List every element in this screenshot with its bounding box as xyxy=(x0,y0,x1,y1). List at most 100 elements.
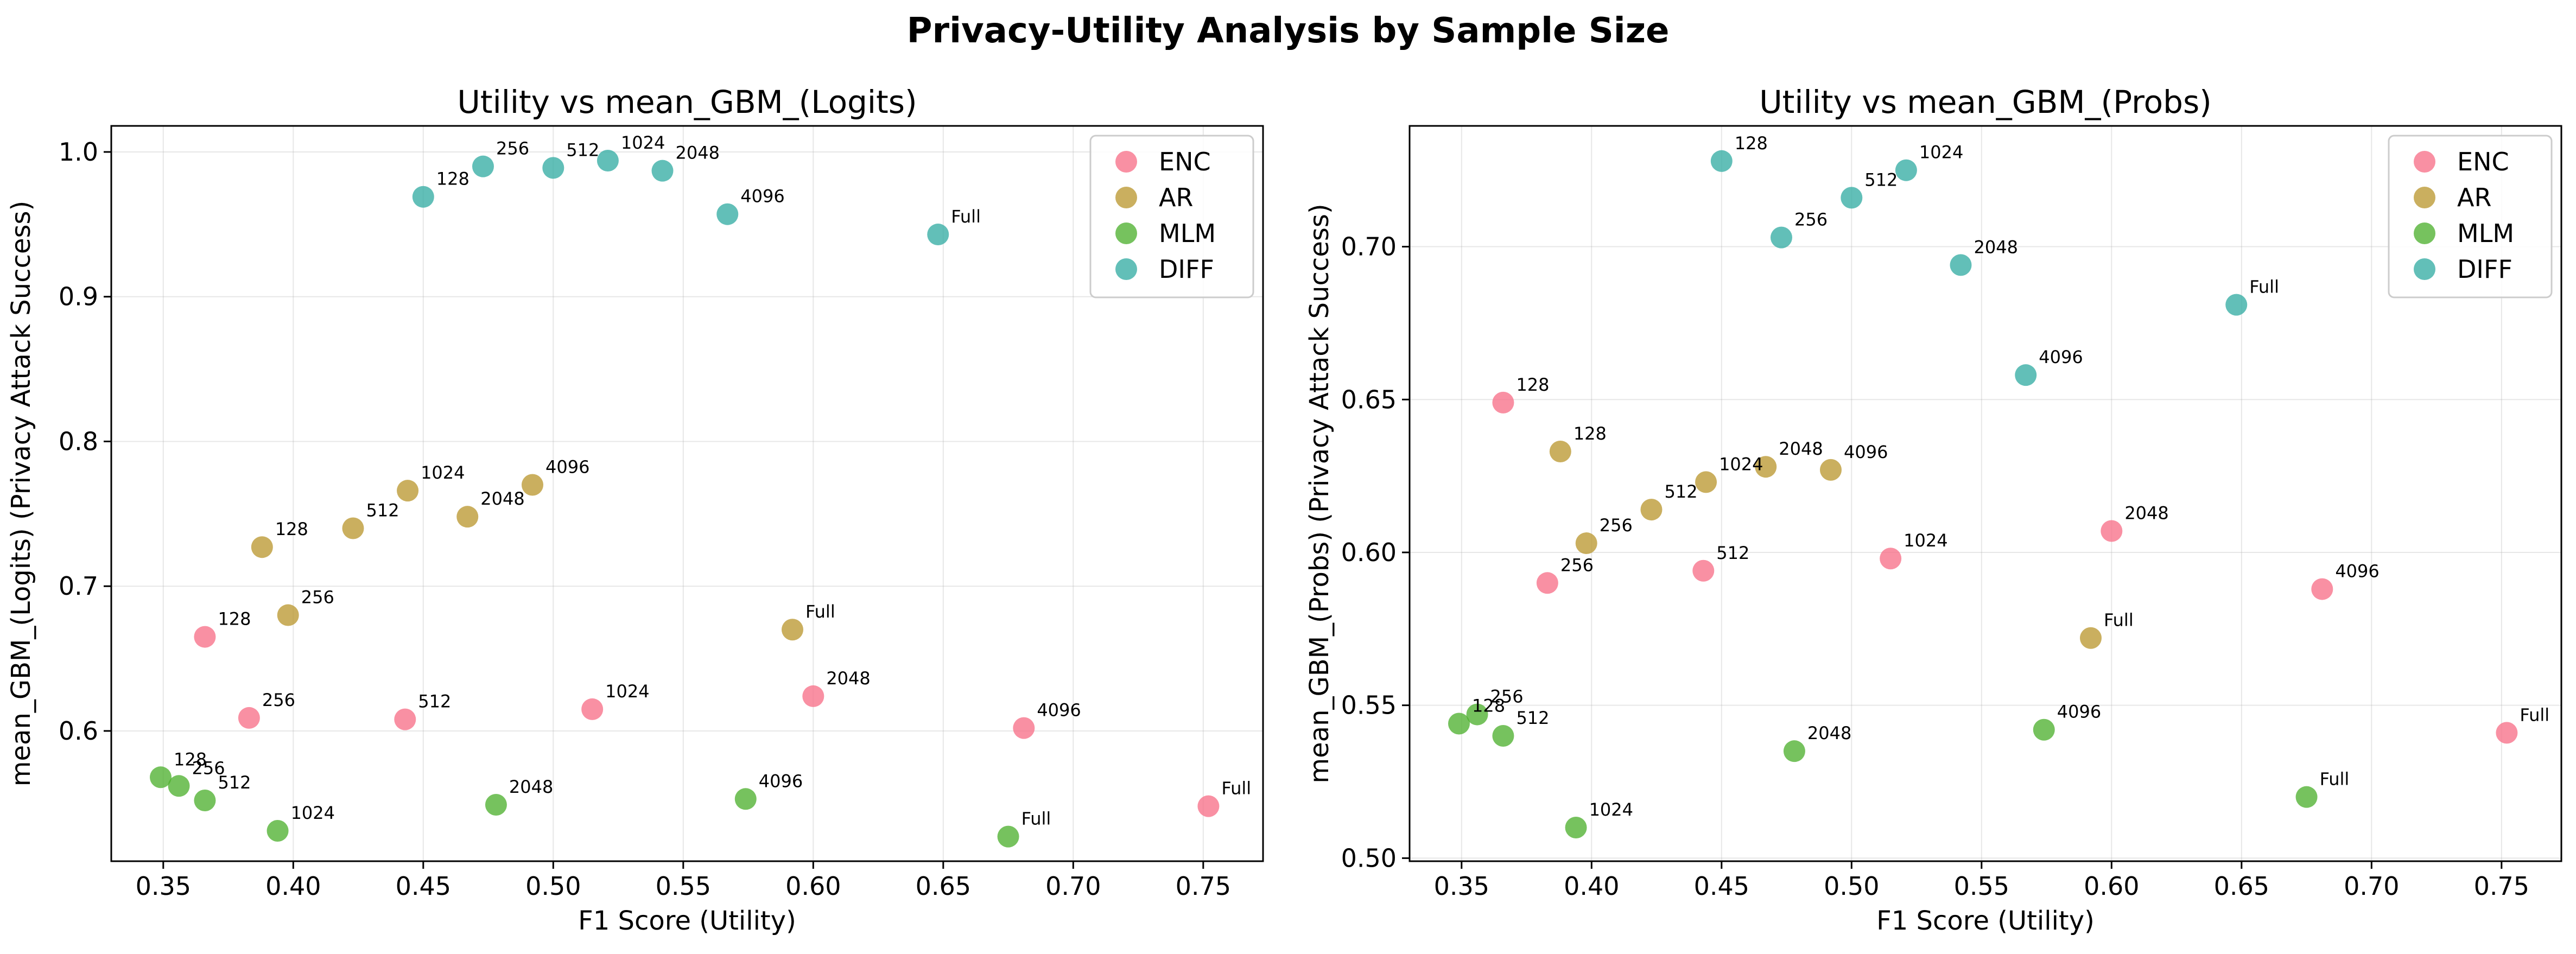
point-mlm-2048 xyxy=(1783,740,1805,762)
point-mlm-128 xyxy=(150,766,172,788)
legend-label-enc: ENC xyxy=(2457,147,2509,176)
legend: ENC AR MLM DIFF xyxy=(2388,135,2553,298)
x-tick-label: 0.45 xyxy=(396,872,451,901)
y-tick-label: 0.70 xyxy=(1341,232,1397,262)
point-label-ar-4096: 4096 xyxy=(545,456,589,477)
point-mlm-256 xyxy=(168,775,190,797)
point-mlm-256 xyxy=(1466,703,1488,726)
point-diff-256 xyxy=(1770,226,1792,249)
x-tick-label: 0.70 xyxy=(1045,872,1101,901)
point-label-ar-256: 256 xyxy=(301,587,334,608)
point-label-mlm-4096: 4096 xyxy=(2057,702,2101,722)
point-enc-512 xyxy=(394,708,416,730)
legend-marker-diff xyxy=(1115,258,1137,280)
point-enc-128 xyxy=(194,626,216,648)
y-tick-label: 0.6 xyxy=(59,716,98,746)
point-label-mlm-1024: 1024 xyxy=(1589,799,1633,820)
point-label-diff-256: 256 xyxy=(496,138,529,159)
x-tick-label: 0.65 xyxy=(916,872,971,901)
point-label-enc-full: Full xyxy=(1221,778,1251,799)
legend-label-diff: DIFF xyxy=(2457,255,2512,284)
legend-label-mlm: MLM xyxy=(2457,219,2514,248)
point-label-mlm-256: 256 xyxy=(192,758,225,778)
point-label-enc-full: Full xyxy=(2520,704,2549,725)
x-tick-label: 0.35 xyxy=(1434,872,1489,901)
x-tick-label: 0.55 xyxy=(1954,872,2009,901)
point-ar-128 xyxy=(251,536,273,558)
point-label-mlm-1024: 1024 xyxy=(291,803,335,823)
x-tick-label: 0.55 xyxy=(656,872,711,901)
y-tick-label: 1.0 xyxy=(59,137,98,167)
point-label-ar-full: Full xyxy=(2104,610,2134,631)
legend-marker-diff xyxy=(2414,258,2435,280)
point-enc-2048 xyxy=(2101,520,2123,542)
legend-marker-ar xyxy=(2414,187,2435,208)
point-label-mlm-4096: 4096 xyxy=(759,771,803,791)
y-tick-label: 0.60 xyxy=(1341,538,1397,567)
point-label-enc-256: 256 xyxy=(1560,555,1594,575)
point-label-diff-512: 512 xyxy=(1864,169,1898,190)
point-label-diff-1024: 1024 xyxy=(621,132,665,153)
point-label-diff-128: 128 xyxy=(1735,133,1768,154)
point-label-mlm-full: Full xyxy=(2320,769,2350,790)
axes-frame xyxy=(1408,125,2562,862)
point-diff-1024 xyxy=(1895,159,1917,181)
point-ar-full xyxy=(2079,627,2102,649)
point-label-enc-1024: 1024 xyxy=(605,681,649,702)
point-label-diff-2048: 2048 xyxy=(675,143,719,163)
legend-label-ar: AR xyxy=(2457,183,2491,212)
point-label-diff-128: 128 xyxy=(436,169,469,189)
point-mlm-128 xyxy=(1448,713,1470,735)
point-ar-full xyxy=(781,619,803,641)
chart-title: Utility vs mean_GBM_(Probs) xyxy=(1759,84,2212,120)
point-ar-1024 xyxy=(1695,471,1717,493)
legend-marker-ar xyxy=(1115,187,1137,208)
point-mlm-4096 xyxy=(2033,718,2055,741)
point-enc-4096 xyxy=(2311,578,2333,600)
point-label-enc-2048: 2048 xyxy=(2124,503,2168,524)
point-label-ar-256: 256 xyxy=(1600,515,1633,536)
point-label-enc-4096: 4096 xyxy=(2335,561,2379,582)
point-mlm-full xyxy=(2295,786,2318,808)
legend-frame xyxy=(2388,135,2553,298)
point-ar-1024 xyxy=(397,480,419,502)
point-ar-256 xyxy=(1575,532,1597,555)
legend-label-diff: DIFF xyxy=(1159,255,1214,284)
point-ar-256 xyxy=(277,604,299,626)
y-tick-label: 0.55 xyxy=(1341,691,1397,720)
point-ar-2048 xyxy=(1755,456,1777,478)
point-label-enc-128: 128 xyxy=(1516,374,1549,395)
x-axis-label: F1 Score (Utility) xyxy=(1876,906,2095,936)
legend-label-ar: AR xyxy=(1159,183,1193,212)
point-diff-512 xyxy=(542,157,564,179)
point-enc-256 xyxy=(1536,572,1558,594)
point-diff-512 xyxy=(1841,187,1863,209)
point-label-enc-2048: 2048 xyxy=(826,668,870,689)
point-ar-512 xyxy=(1640,499,1663,521)
point-diff-4096 xyxy=(716,203,739,225)
point-label-diff-4096: 4096 xyxy=(740,186,784,207)
legend-marker-enc xyxy=(1115,151,1137,173)
point-label-ar-128: 128 xyxy=(275,519,308,539)
point-label-ar-2048: 2048 xyxy=(480,488,524,509)
point-mlm-512 xyxy=(1492,725,1514,747)
point-ar-4096 xyxy=(521,474,543,496)
point-label-diff-1024: 1024 xyxy=(1919,142,1963,163)
point-label-ar-2048: 2048 xyxy=(1779,438,1823,459)
legend-frame xyxy=(1089,135,1254,298)
point-enc-4096 xyxy=(1013,717,1035,739)
point-mlm-full xyxy=(997,825,1019,848)
x-tick-label: 0.75 xyxy=(1176,872,1231,901)
x-axis-label: F1 Score (Utility) xyxy=(578,906,796,936)
point-enc-512 xyxy=(1692,559,1715,582)
point-label-diff-512: 512 xyxy=(566,139,599,160)
point-label-enc-4096: 4096 xyxy=(1037,700,1081,721)
point-label-ar-128: 128 xyxy=(1573,423,1607,444)
point-diff-256 xyxy=(472,155,494,177)
x-tick-label: 0.65 xyxy=(2214,872,2269,901)
point-enc-1024 xyxy=(581,698,604,720)
point-label-mlm-128: 128 xyxy=(174,749,207,769)
x-tick-label: 0.40 xyxy=(265,872,321,901)
